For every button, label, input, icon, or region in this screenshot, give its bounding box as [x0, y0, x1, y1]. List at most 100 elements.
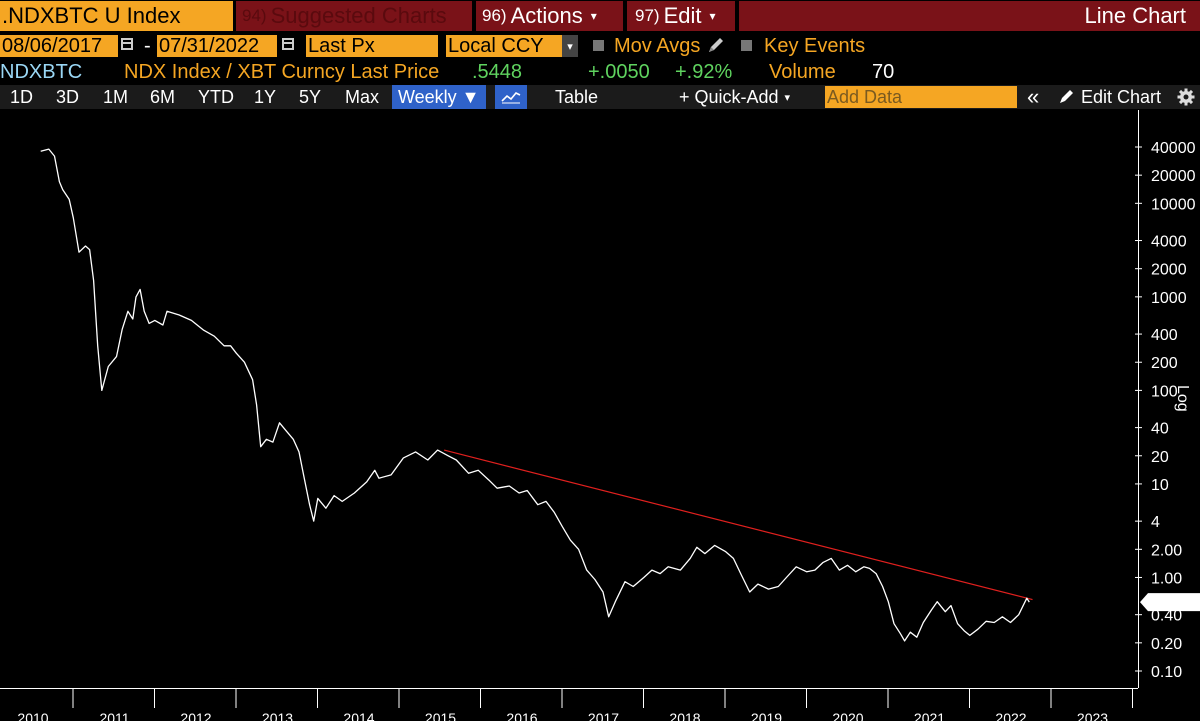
x-tick-label: 2011: [99, 710, 129, 721]
gear-icon: [1177, 88, 1195, 106]
y-tick-label: 1.00: [1151, 570, 1182, 587]
x-tick-label: 2012: [180, 710, 211, 721]
suggested-charts-label: Suggested Charts: [270, 3, 447, 28]
y-tick-label: 2.00: [1151, 542, 1182, 559]
symbol-label: NDXBTC: [0, 60, 83, 83]
settings-button[interactable]: [1177, 85, 1195, 109]
y-axis: 40000 20000 10000 4000 2000 1000 400 200 100 40 20…: [1135, 140, 1196, 681]
trendline-layer: [443, 449, 1033, 601]
percent-change-value: +.92%: [675, 60, 733, 83]
quick-add-button[interactable]: + Quick-Add ▾: [679, 85, 790, 109]
x-tick-label: 2020: [832, 710, 863, 721]
chevron-down-icon: ▾: [709, 9, 716, 23]
currency-dropdown-button[interactable]: ▾: [562, 35, 578, 57]
actions-number: 96): [482, 6, 507, 25]
field-select[interactable]: Last Px: [306, 35, 438, 57]
edit-chart-button[interactable]: Edit Chart: [1058, 85, 1161, 109]
edit-label: Edit: [663, 3, 702, 28]
chart-toolbar: 1D 3D 1M 6M YTD 1Y 5Y Max Weekly ▼ Table…: [0, 84, 1200, 109]
y-tick-label: 2000: [1151, 262, 1187, 279]
edit-chart-label: Edit Chart: [1081, 86, 1162, 107]
volume-value: 70: [872, 60, 895, 83]
line-chart-toggle[interactable]: [495, 85, 527, 109]
period-ytd-button[interactable]: YTD: [198, 86, 234, 107]
add-data-input[interactable]: [825, 86, 1017, 108]
last-price-value: .5448: [472, 60, 523, 83]
y-tick-label: 20000: [1151, 168, 1196, 185]
y-tick-label: 1000: [1151, 290, 1187, 307]
calendar-icon[interactable]: [121, 38, 133, 50]
end-date-text: 07/31/2022: [159, 34, 260, 57]
period-1d-button[interactable]: 1D: [10, 86, 34, 107]
last-value-layer: 0.5449: [1140, 593, 1200, 612]
x-axis: 2010 2011 2012 2013 2014 2015 2016 2017 2018 2019…: [17, 688, 1133, 721]
x-tick-label: 2022: [995, 710, 1026, 721]
y-tick-label: 10: [1151, 477, 1169, 494]
period-max-button[interactable]: Max: [345, 86, 380, 107]
period-1y-button[interactable]: 1Y: [254, 86, 277, 107]
y-tick-label: 40: [1151, 421, 1169, 438]
period-3d-button[interactable]: 3D: [56, 86, 80, 107]
suggested-charts-button[interactable]: 94) Suggested Charts: [236, 1, 472, 31]
x-tick-label: 2016: [506, 710, 537, 721]
calendar-icon[interactable]: [282, 38, 294, 50]
x-tick-label: 2013: [262, 710, 293, 721]
chart-type-title: Line Chart: [739, 1, 1200, 31]
last-value-badge: [1140, 593, 1200, 612]
chevron-down-icon: ▾: [567, 40, 573, 53]
chart-type-label: Line Chart: [1084, 3, 1186, 28]
period-6m-button[interactable]: 6M: [150, 86, 176, 107]
field-select-text: Last Px: [308, 34, 375, 57]
plot-area: [0, 110, 1139, 689]
x-tick-label: 2010: [17, 710, 48, 721]
end-date-field[interactable]: 07/31/2022: [157, 35, 277, 57]
y-tick-label: 0.10: [1151, 664, 1182, 681]
table-view-button[interactable]: Table: [555, 86, 599, 107]
y-tick-label: 0.20: [1151, 636, 1182, 653]
last-value-label: 0.5449: [1151, 595, 1200, 612]
plot-background: [0, 110, 1138, 688]
frequency-select[interactable]: Weekly ▼: [392, 85, 486, 109]
mov-avgs-label[interactable]: Mov Avgs: [614, 34, 701, 57]
security-info-row: NDXBTC NDX Index / XBT Curncy Last Price…: [0, 60, 1200, 84]
y-tick-label: 20: [1151, 449, 1169, 466]
currency-select-text: Local CCY: [448, 34, 544, 57]
currency-select[interactable]: Local CCY: [446, 35, 562, 57]
quick-add-label: + Quick-Add: [679, 86, 779, 107]
security-description: NDX Index / XBT Curncy Last Price: [124, 60, 440, 83]
trendline[interactable]: [443, 449, 1033, 601]
line-chart-icon: [501, 92, 521, 104]
actions-menu-button[interactable]: 96) Actions ▾: [476, 1, 623, 31]
ticker-field[interactable]: .NDXBTC U Index: [0, 1, 233, 31]
volume-label: Volume: [769, 60, 836, 83]
period-1m-button[interactable]: 1M: [103, 86, 129, 107]
edit-menu-button[interactable]: 97) Edit ▾: [627, 1, 735, 31]
y-tick-label: 400: [1151, 327, 1178, 344]
x-tick-label: 2014: [343, 710, 374, 721]
y-tick-label: 40000: [1151, 140, 1196, 157]
x-tick-label: 2015: [425, 710, 456, 721]
x-tick-label: 2023: [1077, 710, 1108, 721]
y-scale-label: Log: [1174, 385, 1191, 412]
price-chart[interactable]: 40000 20000 10000 4000 2000 1000 400 200 100 40 20…: [0, 110, 1200, 721]
series-line[interactable]: [40, 148, 1030, 642]
period-5y-button[interactable]: 5Y: [299, 86, 322, 107]
edit-number: 97): [635, 6, 660, 25]
series-layer: [40, 148, 1030, 642]
pencil-icon: [1060, 90, 1073, 103]
y-tick-label: 4: [1151, 514, 1160, 531]
ticker-text: .NDXBTC U Index: [2, 3, 181, 28]
start-date-text: 08/06/2017: [2, 34, 103, 57]
y-tick-label: 4000: [1151, 234, 1187, 251]
collapse-panel-button[interactable]: «: [1027, 84, 1040, 109]
y-tick-label: 200: [1151, 355, 1178, 372]
y-tick-label: 0.40: [1151, 608, 1182, 625]
key-events-checkbox[interactable]: [741, 40, 752, 51]
actions-label: Actions: [510, 3, 583, 28]
y-tick-label: 10000: [1151, 196, 1196, 213]
pencil-icon[interactable]: [706, 37, 726, 55]
start-date-field[interactable]: 08/06/2017: [0, 35, 118, 57]
date-range-row: 08/06/2017 - 07/31/2022 Last Px Local CC…: [0, 34, 1200, 58]
key-events-label[interactable]: Key Events: [764, 34, 866, 57]
mov-avgs-checkbox[interactable]: [593, 40, 604, 51]
